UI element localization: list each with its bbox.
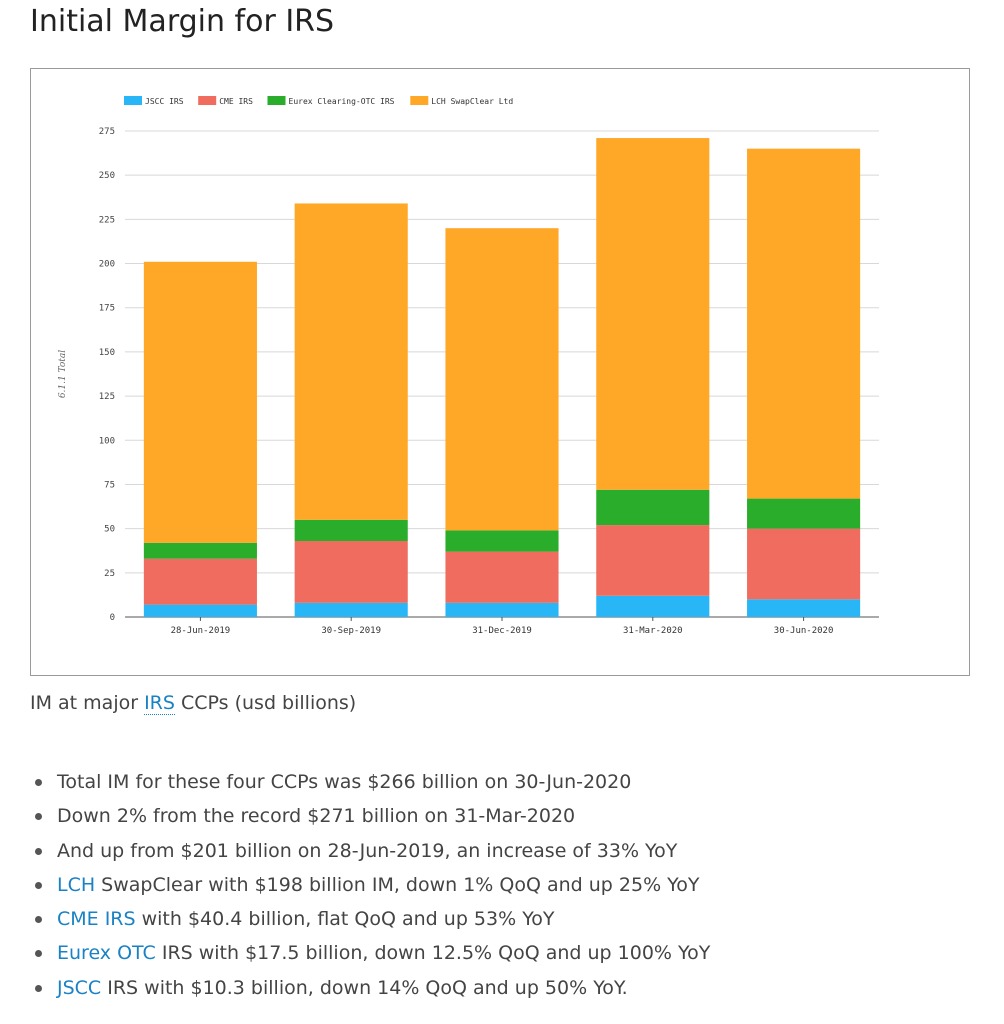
y-tick-label: 200 (99, 260, 115, 270)
y-tick-label: 250 (99, 171, 115, 181)
bar-segment (445, 602, 559, 617)
bar-segment (445, 551, 559, 603)
caption-text-before: IM at major (30, 692, 145, 714)
bar-segment (294, 602, 408, 617)
y-tick-label: 225 (99, 215, 115, 225)
bar-segment (294, 519, 408, 542)
bar-segment (596, 525, 710, 596)
x-tick-label: 30-Jun-2020 (774, 626, 834, 636)
bar-segment (596, 595, 710, 617)
y-tick-label: 0 (110, 613, 115, 623)
stacked-bar-chart: 0 25 50 75 100 125 150 175 200 225 250 275 6.1.1 Tot… (58, 96, 879, 636)
bullet-text: SwapClear with $198 billion IM, down 1% … (95, 873, 700, 896)
bullet-text: And up from $201 billion on 28-Jun-2019,… (57, 839, 678, 862)
cme-irs-link[interactable]: CME IRS (57, 908, 136, 931)
legend-label: JSCC IRS (145, 97, 184, 106)
y-tick-label: 75 (104, 480, 115, 490)
bar-segment (747, 528, 861, 600)
x-tick-label: 31-Mar-2020 (623, 626, 683, 636)
chart-caption: IM at major IRS CCPs (usd billions) (30, 692, 357, 715)
list-item: Down 2% from the record $271 billion on … (30, 799, 970, 833)
page-title: Initial Margin for IRS (30, 4, 335, 39)
eurex-otc-link[interactable]: Eurex OTC (57, 942, 156, 965)
caption-irs-link[interactable]: IRS (144, 692, 175, 715)
y-tick-label: 175 (99, 304, 115, 314)
bar-segment (143, 604, 257, 617)
legend-swatch (267, 96, 286, 105)
y-axis-label: 6.1.1 Total (58, 350, 68, 398)
list-item: LCH SwapClear with $198 billion IM, down… (30, 868, 970, 902)
list-item: Total IM for these four CCPs was $266 bi… (30, 765, 970, 799)
bar-segment (294, 203, 408, 520)
bar-segment (747, 498, 861, 529)
list-item: CME IRS with $40.4 billion, flat QoQ and… (30, 902, 970, 936)
bar-segment (143, 542, 257, 559)
legend-label: Eurex Clearing-OTC IRS (289, 97, 395, 106)
y-tick-label: 150 (99, 348, 115, 358)
legend-label: CME IRS (219, 97, 253, 106)
legend-swatch (410, 96, 429, 105)
legend-swatch (124, 96, 142, 105)
x-tick-label: 31-Dec-2019 (472, 626, 532, 636)
bullet-text: Total IM for these four CCPs was $266 bi… (57, 771, 632, 793)
bar-segment (294, 541, 408, 603)
bar-segment (747, 148, 861, 499)
y-tick-label: 275 (99, 127, 115, 137)
y-tick-label: 125 (99, 392, 115, 402)
bar-segment (445, 228, 559, 531)
caption-text-after: CCPs (usd billions) (174, 692, 357, 714)
bar-segment (445, 530, 559, 552)
y-tick-label: 50 (104, 525, 115, 535)
chart-container: 0 25 50 75 100 125 150 175 200 225 250 275 6.1.1 Tot… (30, 68, 970, 676)
bullet-text: IRS with $17.5 billion, down 12.5% QoQ a… (155, 942, 711, 965)
legend-label: LCH SwapClear Ltd (431, 97, 513, 106)
lch-link[interactable]: LCH (57, 873, 96, 896)
bullet-text: IRS with $10.3 billion, down 14% QoQ and… (101, 976, 628, 999)
y-tick-label: 100 (99, 436, 115, 446)
bullet-text: Down 2% from the record $271 billion on … (57, 805, 576, 828)
legend-swatch (198, 96, 217, 105)
y-tick-label: 25 (104, 569, 115, 579)
list-item: JSCC IRS with $10.3 billion, down 14% Qo… (30, 971, 970, 1005)
list-item: And up from $201 billion on 28-Jun-2019,… (30, 834, 970, 868)
bar-segment (596, 489, 710, 526)
jscc-link[interactable]: JSCC (57, 976, 102, 999)
bar-segment (143, 558, 257, 605)
x-tick-label: 28-Jun-2019 (171, 626, 231, 636)
bar-segment (596, 138, 710, 490)
bar-segment (747, 599, 861, 617)
bullet-text: with $40.4 billion, flat QoQ and up 53% … (135, 908, 555, 931)
summary-list: Total IM for these four CCPs was $266 bi… (30, 765, 970, 1005)
bar-segment (143, 261, 257, 543)
x-tick-label: 30-Sep-2019 (321, 626, 381, 636)
list-item: Eurex OTC IRS with $17.5 billion, down 1… (30, 936, 970, 970)
